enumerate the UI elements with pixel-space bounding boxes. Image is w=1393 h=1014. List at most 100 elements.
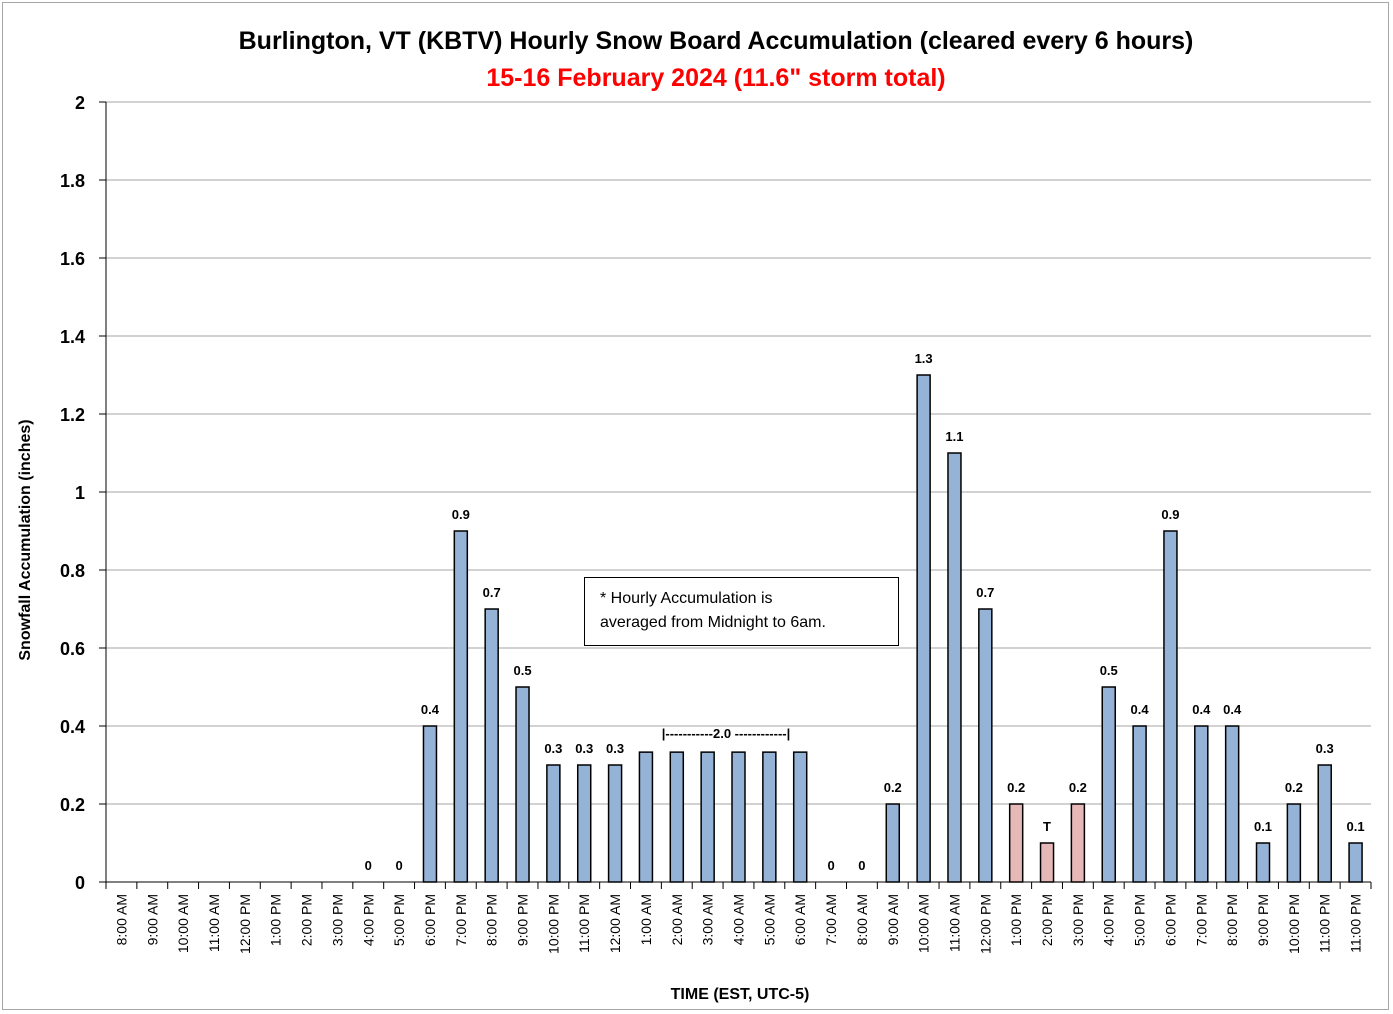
y-tick-label: 1 bbox=[75, 483, 85, 503]
data-label: 0.4 bbox=[1192, 702, 1211, 717]
gridlines bbox=[99, 101, 1371, 883]
bar bbox=[792, 751, 808, 883]
bar bbox=[638, 751, 654, 883]
data-label: 0.5 bbox=[513, 663, 531, 678]
x-tick-label: 10:00 PM bbox=[1286, 894, 1302, 954]
bar bbox=[1224, 725, 1240, 883]
x-tick-label: 2:00 AM bbox=[669, 894, 685, 945]
data-label: 0.3 bbox=[544, 741, 562, 756]
bar bbox=[885, 803, 901, 883]
bar bbox=[1348, 842, 1363, 883]
y-axis-ticks: 0 0.2 0.4 0.6 0.8 1 1.2 1.4 1.6 1.8 2 bbox=[60, 93, 85, 893]
bar bbox=[484, 608, 499, 883]
x-tick-label: 10:00 AM bbox=[916, 894, 932, 953]
bar bbox=[1317, 764, 1332, 883]
y-tick-label: 0.8 bbox=[60, 561, 85, 581]
x-tick-label: 6:00 PM bbox=[422, 894, 438, 946]
data-label: 0.2 bbox=[1285, 780, 1303, 795]
x-tick-label: 11:00 PM bbox=[1317, 894, 1333, 953]
x-tick-label: 3:00 PM bbox=[1070, 894, 1086, 946]
bar bbox=[947, 452, 962, 883]
bar bbox=[1255, 842, 1271, 883]
x-tick-label: 11:00 AM bbox=[206, 894, 222, 952]
x-tick-label: 9:00 PM bbox=[515, 894, 531, 946]
bar bbox=[1286, 803, 1302, 883]
x-tick-label: 11:00 PM bbox=[576, 894, 592, 953]
bar bbox=[1132, 725, 1147, 883]
x-tick-label: 9:00 AM bbox=[885, 894, 901, 945]
data-label: 0.2 bbox=[1007, 780, 1025, 795]
x-tick-label: 11:00 AM bbox=[946, 894, 962, 952]
x-tick-label: 7:00 PM bbox=[1193, 894, 1209, 946]
chart-title: Burlington, VT (KBTV) Hourly Snow Board … bbox=[239, 27, 1194, 55]
x-tick-label: 1:00 PM bbox=[1008, 894, 1024, 946]
y-tick-label: 1.4 bbox=[60, 327, 85, 347]
x-tick-label: 9:00 AM bbox=[144, 894, 160, 945]
x-tick-label: 4:00 AM bbox=[731, 894, 747, 945]
annotation-line-1: * Hourly Accumulation is bbox=[600, 590, 773, 607]
bar bbox=[607, 764, 623, 883]
data-label: 0 bbox=[858, 858, 865, 873]
data-label: 0.1 bbox=[1347, 819, 1365, 834]
data-label: 0.7 bbox=[976, 585, 994, 600]
data-label: 0 bbox=[827, 858, 834, 873]
x-tick-label: 6:00 PM bbox=[1162, 894, 1178, 946]
bar bbox=[731, 751, 746, 883]
data-label: T bbox=[1043, 819, 1051, 834]
x-tick-label: 3:00 AM bbox=[700, 894, 716, 945]
y-tick-label: 1.6 bbox=[60, 249, 85, 269]
data-label: 0.5 bbox=[1100, 663, 1118, 678]
x-tick-label: 11:00 PM bbox=[1348, 894, 1364, 953]
bar bbox=[453, 530, 469, 883]
x-tick-label: 12:00 AM bbox=[607, 894, 623, 953]
bar bbox=[669, 751, 685, 883]
annotation-box: * Hourly Accumulation is averaged from M… bbox=[584, 577, 899, 646]
data-label: 1.1 bbox=[945, 429, 963, 444]
bar bbox=[1163, 530, 1178, 883]
chart-subtitle: 15-16 February 2024 (11.6" storm total) bbox=[486, 64, 945, 92]
bar bbox=[916, 374, 931, 883]
bar bbox=[978, 608, 993, 883]
x-tick-label: 5:00 AM bbox=[761, 894, 777, 945]
x-tick-label: 10:00 AM bbox=[175, 894, 191, 953]
x-tick-label: 4:00 PM bbox=[1101, 894, 1117, 946]
overnight-total-bracket: |-----------2.0 ------------| bbox=[662, 726, 791, 741]
data-label: 0.3 bbox=[575, 741, 593, 756]
x-tick-label: 2:00 PM bbox=[299, 894, 315, 946]
data-label: 0.9 bbox=[1161, 507, 1179, 522]
data-labels: 0 0 0.4 0.9 0.7 0.5 0.3 0.3 0.3 0 0 0.2 1.3 1.1 0.7 0.2… bbox=[365, 351, 1365, 873]
data-label: 0.7 bbox=[483, 585, 501, 600]
x-tick-label: 9:00 PM bbox=[1255, 894, 1271, 946]
bar bbox=[546, 764, 561, 883]
x-tick-label: 12:00 PM bbox=[977, 894, 993, 954]
x-tick-label: 3:00 PM bbox=[329, 894, 345, 946]
x-tick-label: 5:00 PM bbox=[391, 894, 407, 946]
x-tick-label: 12:00 PM bbox=[237, 894, 253, 954]
y-tick-label: 0.4 bbox=[60, 717, 85, 737]
x-tick-label: 1:00 AM bbox=[638, 894, 654, 945]
data-label: 0.4 bbox=[421, 702, 440, 717]
x-tick-label: 7:00 PM bbox=[453, 894, 469, 946]
data-label: 0 bbox=[365, 858, 372, 873]
bar bbox=[576, 764, 592, 883]
y-tick-label: 0.6 bbox=[60, 639, 85, 659]
bar bbox=[1070, 803, 1086, 883]
bar bbox=[1039, 842, 1055, 883]
y-axis-label: Snowfall Accumulation (inches) bbox=[17, 419, 34, 660]
x-tick-label: 2:00 PM bbox=[1039, 894, 1055, 946]
data-label: 0.4 bbox=[1223, 702, 1242, 717]
x-tick-label: 8:00 AM bbox=[113, 894, 129, 945]
x-axis-label: TIME (EST, UTC-5) bbox=[671, 986, 810, 1003]
bar bbox=[1194, 725, 1209, 883]
data-label: 0.2 bbox=[884, 780, 902, 795]
data-label: 0.3 bbox=[1316, 741, 1334, 756]
y-tick-label: 0 bbox=[75, 873, 85, 893]
data-label: 0.9 bbox=[452, 507, 470, 522]
x-tick-label: 10:00 PM bbox=[545, 894, 561, 954]
bar bbox=[422, 725, 438, 883]
data-label: 0 bbox=[395, 858, 402, 873]
x-tick-label: 8:00 PM bbox=[484, 894, 500, 946]
x-tick-label: 8:00 AM bbox=[854, 894, 870, 945]
bar bbox=[515, 686, 530, 883]
